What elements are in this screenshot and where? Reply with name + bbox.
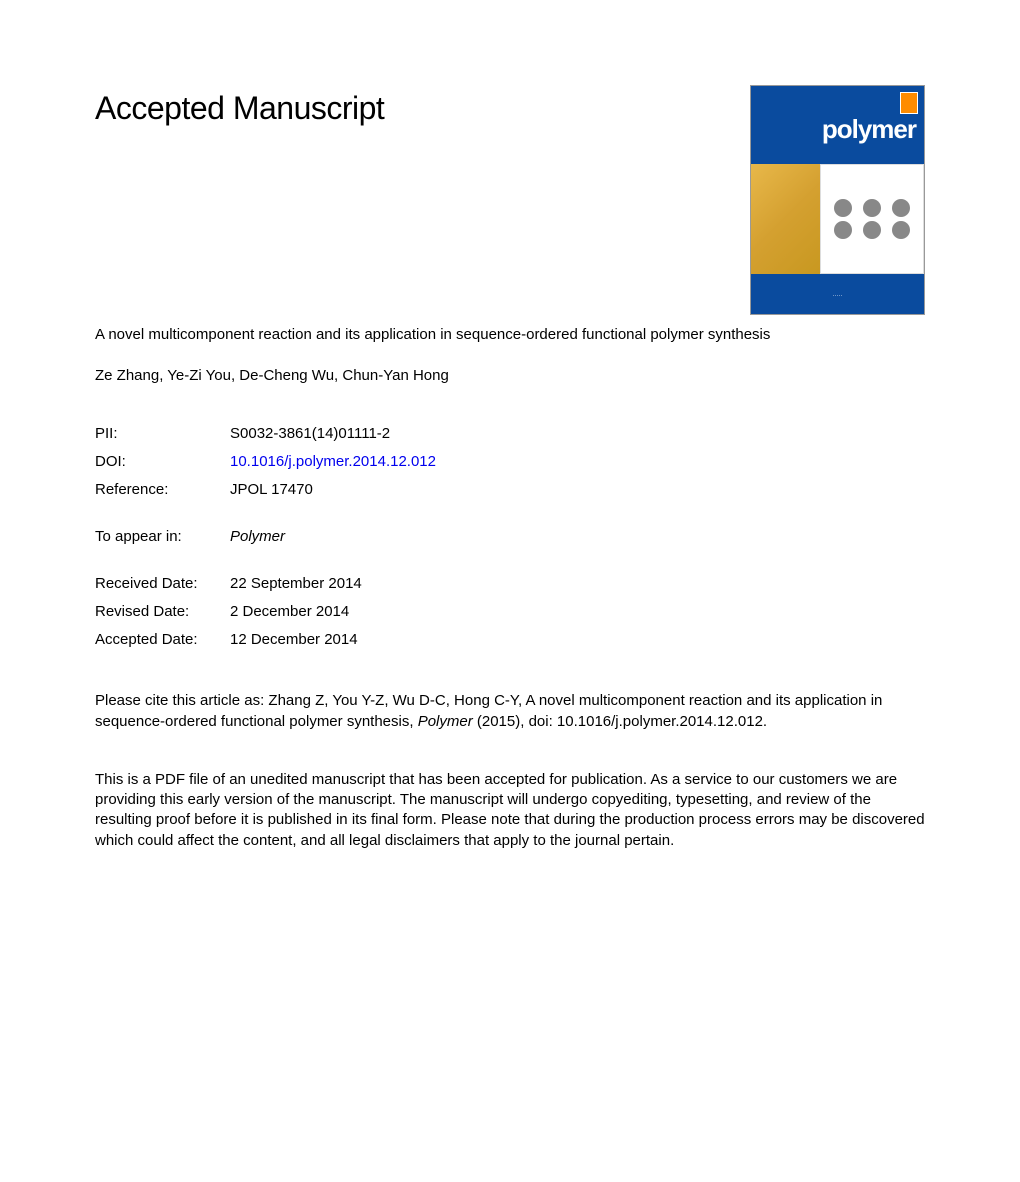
pii-label: PII: [95, 426, 230, 441]
reference-label: Reference: [95, 482, 230, 497]
received-value: 22 September 2014 [230, 576, 362, 591]
reference-value: JPOL 17470 [230, 482, 313, 497]
article-title: A novel multicomponent reaction and its … [95, 325, 925, 345]
appear-label: To appear in: [95, 529, 230, 544]
pii-value: S0032-3861(14)01111-2 [230, 426, 390, 441]
cover-image-strip [751, 164, 924, 274]
journal-cover-title: polymer [822, 114, 916, 145]
cover-footer-text: ····· [751, 293, 924, 299]
content-column: Accepted Manuscript [95, 90, 695, 127]
meta-row-appear: To appear in: Polymer [95, 529, 925, 544]
page-heading: Accepted Manuscript [95, 90, 695, 127]
authors-list: Ze Zhang, Ye-Zi You, De-Cheng Wu, Chun-Y… [95, 367, 925, 384]
meta-row-received: Received Date: 22 September 2014 [95, 576, 925, 591]
received-label: Received Date: [95, 576, 230, 591]
cover-texture-right [820, 164, 924, 274]
doi-label: DOI: [95, 454, 230, 469]
cover-texture-left [751, 164, 820, 274]
meta-row-doi: DOI: 10.1016/j.polymer.2014.12.012 [95, 454, 925, 469]
doi-link[interactable]: 10.1016/j.polymer.2014.12.012 [230, 454, 436, 469]
citation-journal: Polymer [418, 713, 473, 730]
revised-value: 2 December 2014 [230, 604, 349, 619]
header-row: Accepted Manuscript polymer ····· [95, 90, 925, 315]
cover-graphic-dots [831, 175, 913, 263]
accepted-label: Accepted Date: [95, 632, 230, 647]
accepted-value: 12 December 2014 [230, 632, 358, 647]
meta-row-reference: Reference: JPOL 17470 [95, 482, 925, 497]
appear-value: Polymer [230, 529, 285, 544]
revised-label: Revised Date: [95, 604, 230, 619]
publisher-logo-icon [900, 92, 918, 114]
journal-cover-thumbnail: polymer ····· [750, 85, 925, 315]
citation-suffix: (2015), doi: 10.1016/j.polymer.2014.12.0… [473, 713, 767, 730]
disclaimer-text: This is a PDF file of an unedited manusc… [95, 770, 925, 851]
meta-row-accepted: Accepted Date: 12 December 2014 [95, 632, 925, 647]
meta-row-pii: PII: S0032-3861(14)01111-2 [95, 426, 925, 441]
citation-text: Please cite this article as: Zhang Z, Yo… [95, 691, 925, 732]
meta-row-revised: Revised Date: 2 December 2014 [95, 604, 925, 619]
metadata-table: PII: S0032-3861(14)01111-2 DOI: 10.1016/… [95, 426, 925, 647]
